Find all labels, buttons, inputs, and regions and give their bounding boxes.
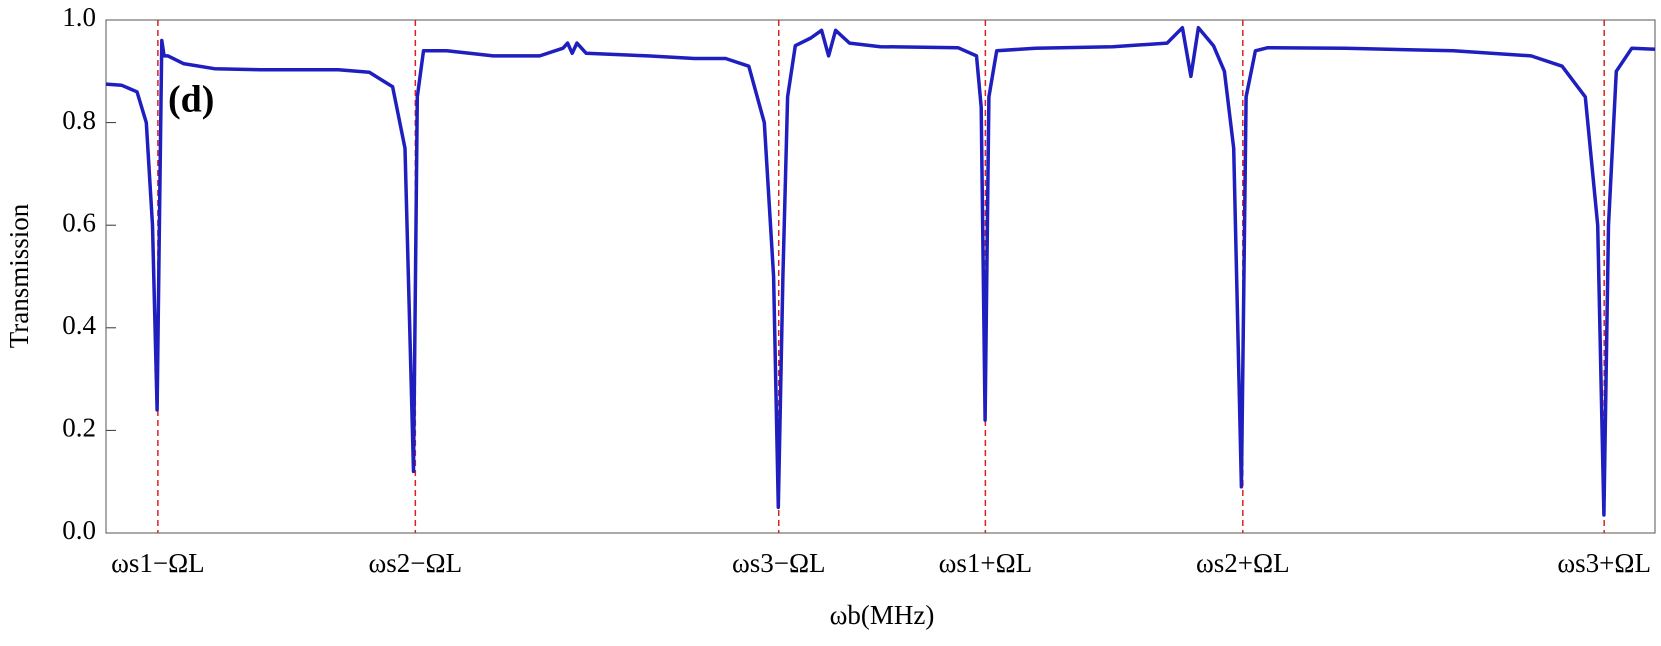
plot-frame [105,19,1656,534]
x-tick-label: ωs1+ΩL [939,548,1033,578]
x-tick-label: ωs1−ΩL [111,548,205,578]
y-axis-label: Transmission [4,203,34,348]
y-tick-label: 0.0 [62,515,96,545]
y-tick-label: 1.0 [62,2,96,32]
annotation: (d) [168,79,214,121]
x-tick-label: ωs2−ΩL [369,548,463,578]
y-tick-label: 0.4 [62,310,96,340]
x-tick-label: ωs2+ΩL [1196,548,1290,578]
x-tick-label: ωs3+ΩL [1557,548,1651,578]
x-tick-label: ωs3−ΩL [732,548,826,578]
y-tick-label: 0.2 [62,413,96,443]
x-axis-label: ωb(MHz) [830,600,935,630]
y-tick-label: 0.8 [62,105,96,135]
data-line [105,25,1656,517]
y-tick-label: 0.6 [62,207,96,237]
